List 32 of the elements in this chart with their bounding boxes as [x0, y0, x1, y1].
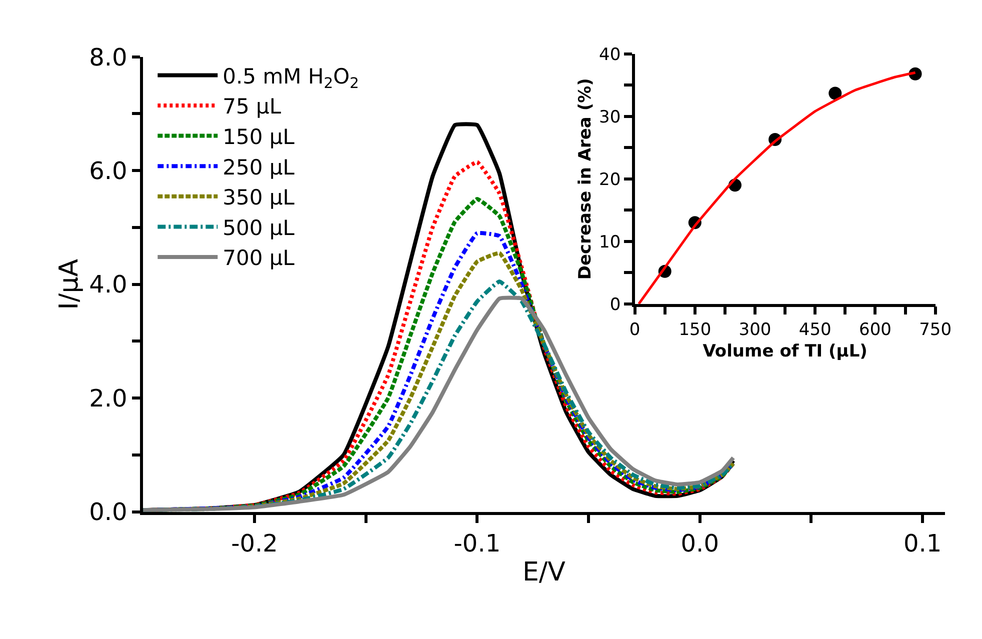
y-tick-label: 20 — [599, 170, 621, 190]
x-tick-label: 450 — [798, 320, 832, 340]
point — [828, 86, 842, 100]
x-tick-label: 750 — [919, 320, 952, 340]
x-tick-label: 150 — [678, 320, 712, 340]
y-tick-label: 8.0 — [89, 43, 128, 72]
legend-label: 75 μL — [222, 94, 282, 119]
x-tick-label: -0.1 — [454, 530, 501, 558]
y-tick-label: 0.0 — [89, 498, 128, 526]
legend-label: 0.5 mM H$_{2}$O$_{2}$ — [222, 64, 360, 92]
x-tick-label: 300 — [738, 320, 772, 340]
y-axis-title: Decrease in Area (%) — [576, 78, 596, 280]
y-tick-label: 30 — [599, 107, 621, 128]
y-axis-title: I/μA — [54, 258, 85, 310]
y-tick-label: 2.0 — [89, 384, 128, 412]
x-axis-title: Volume of TI (μL) — [702, 341, 868, 362]
legend-label: 350 μL — [222, 186, 295, 210]
x-tick-label: 600 — [858, 320, 892, 340]
x-tick-label: -0.2 — [231, 530, 278, 558]
legend-label: 150 μL — [222, 125, 295, 149]
x-tick-label: 0 — [629, 320, 640, 340]
legend-label: 500 μL — [222, 216, 295, 240]
x-tick-label: 0.0 — [680, 530, 719, 558]
y-tick-label: 4.0 — [89, 270, 128, 299]
y-tick-label: 0 — [610, 294, 621, 315]
y-tick-label: 10 — [599, 232, 621, 252]
x-axis-title: E/V — [522, 557, 566, 588]
legend-label: 250 μL — [222, 155, 295, 180]
x-tick-label: 0.1 — [903, 530, 942, 558]
y-tick-label: 40 — [599, 44, 621, 65]
y-tick-label: 6.0 — [89, 157, 128, 186]
legend-label: 700 μL — [222, 246, 295, 270]
